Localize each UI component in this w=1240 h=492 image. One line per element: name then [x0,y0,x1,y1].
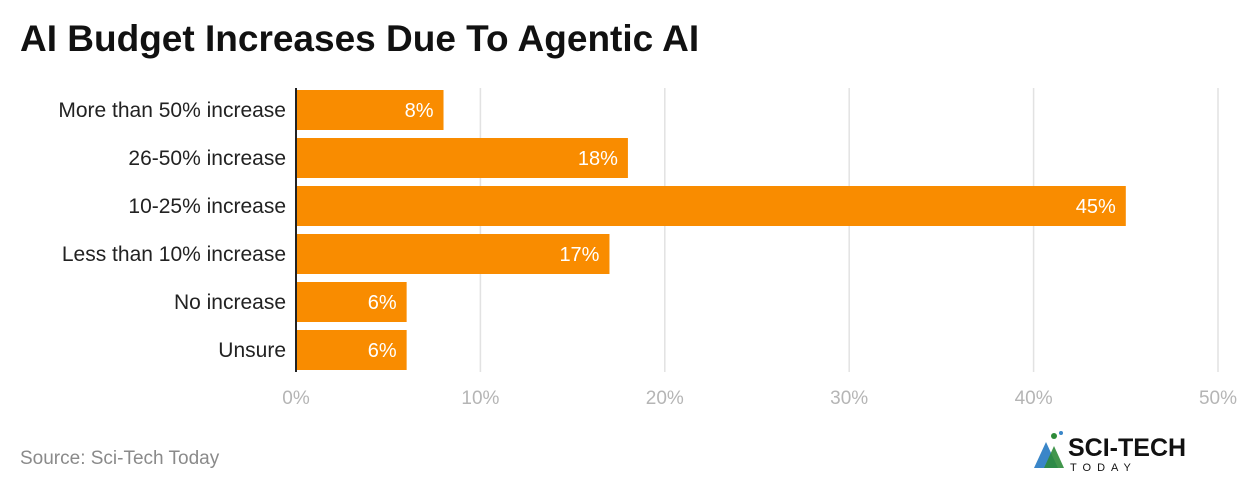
bar [296,330,407,370]
logo-text-sub: TODAY [1070,462,1137,474]
category-label: 26-50% increase [128,147,286,170]
data-label: 17% [559,244,599,266]
bar [296,90,444,130]
x-tick-label: 20% [646,388,684,409]
bar [296,138,628,178]
bar [296,186,1126,226]
x-tick-label: 40% [1015,388,1053,409]
data-label: 45% [1076,196,1116,218]
logo-text-main: SCI-TECH [1068,434,1186,462]
x-tick-label: 50% [1199,388,1237,409]
x-tick-label: 30% [830,388,868,409]
bar [296,234,610,274]
sci-tech-today-logo: SCI-TECH TODAY [1034,431,1186,474]
category-label: Less than 10% increase [62,243,286,266]
category-label: Unsure [218,339,286,362]
category-label: More than 50% increase [58,99,286,122]
x-tick-label: 10% [461,388,499,409]
data-label: 8% [405,100,434,122]
bar-chart: 0% 10% 20% 30% 40% 50% More than 50% increase 8… [58,88,1237,409]
category-label: 10-25% increase [128,195,286,218]
source-note: Source: Sci-Tech Today [20,448,220,469]
category-label: No increase [174,291,286,314]
chart-title: AI Budget Increases Due To Agentic AI [20,18,700,59]
bar [296,282,407,322]
data-label: 18% [578,148,618,170]
data-label: 6% [368,340,397,362]
data-label: 6% [368,292,397,314]
x-tick-label: 0% [282,388,310,409]
